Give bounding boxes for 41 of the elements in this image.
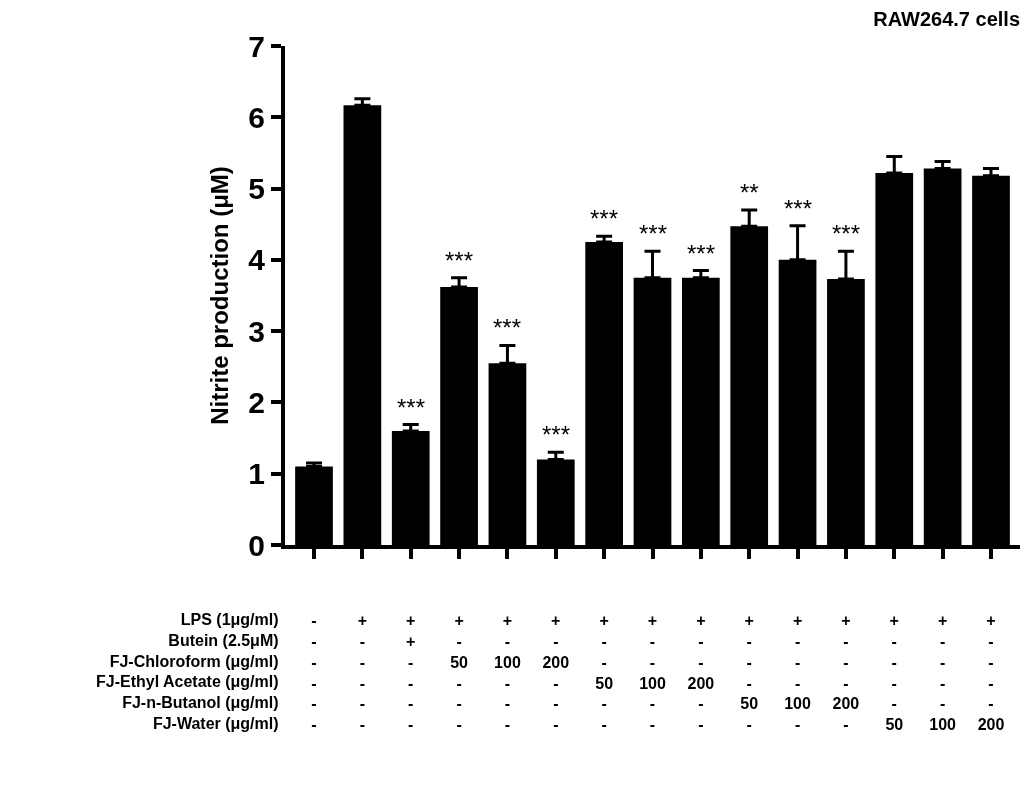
x-tick-label: + + - - - - [406, 612, 416, 734]
x-tick-label: + - - - 200 - [832, 612, 860, 734]
y-axis-title: Nitrite production (μM) [205, 166, 233, 425]
y-tick-label: 7 [248, 29, 265, 63]
text: FJ-n-Butanol (μg/ml) [122, 694, 279, 712]
x-tick-label: + - - 100 - - [639, 612, 666, 734]
text: FJ-Water (μg/ml) [152, 715, 279, 732]
data-label: ** [740, 179, 759, 206]
x-tick-label: - - - - - - [311, 612, 317, 734]
y-tick-label: 6 [248, 100, 265, 134]
data-label: *** [832, 220, 861, 247]
x-tick-label: + - - - - 100 [929, 612, 957, 734]
y-tick-label: 5 [248, 172, 265, 206]
text: FJ-Chloroform (μg/ml) [109, 652, 279, 670]
data-label: *** [397, 394, 426, 421]
x-tick-label: + - - - - 50 [885, 612, 904, 734]
data-label: *** [493, 314, 522, 341]
x-tick-label: + - - - - 200 [977, 612, 1005, 734]
text: Butein (2.5μM) [168, 631, 279, 649]
data-label: *** [542, 421, 571, 448]
data-label: *** [784, 195, 813, 222]
data-label: *** [445, 247, 474, 274]
y-tick-label: 0 [248, 528, 265, 562]
x-tick-label: + - - - 100 - [784, 612, 812, 734]
x-tick-label: + - 50 - - - [450, 612, 469, 734]
data-label: *** [687, 240, 716, 267]
x-tick-label: + - 100 - - - [494, 612, 521, 734]
y-tick-label: 3 [248, 314, 265, 348]
data-label: *** [590, 205, 619, 232]
x-tick-label: + - - - - - [357, 612, 368, 734]
x-tick-label: + - - 200 - - [687, 612, 715, 734]
data-label: *** [639, 220, 668, 247]
y-tick-label: 2 [248, 385, 265, 419]
y-tick-label: 4 [248, 243, 266, 277]
x-tick-label: + - - 50 - - [595, 612, 614, 734]
y-tick-label: 1 [248, 457, 265, 491]
text: FJ-Ethyl Acetate (μg/ml) [96, 673, 279, 691]
x-tick-label: + - 200 - - - [542, 612, 570, 734]
text: LPS (1μg/ml) [180, 611, 279, 628]
x-tick-label: + - - - 50 - [740, 612, 759, 734]
chart-title: RAW264.7 cells [873, 7, 1020, 30]
